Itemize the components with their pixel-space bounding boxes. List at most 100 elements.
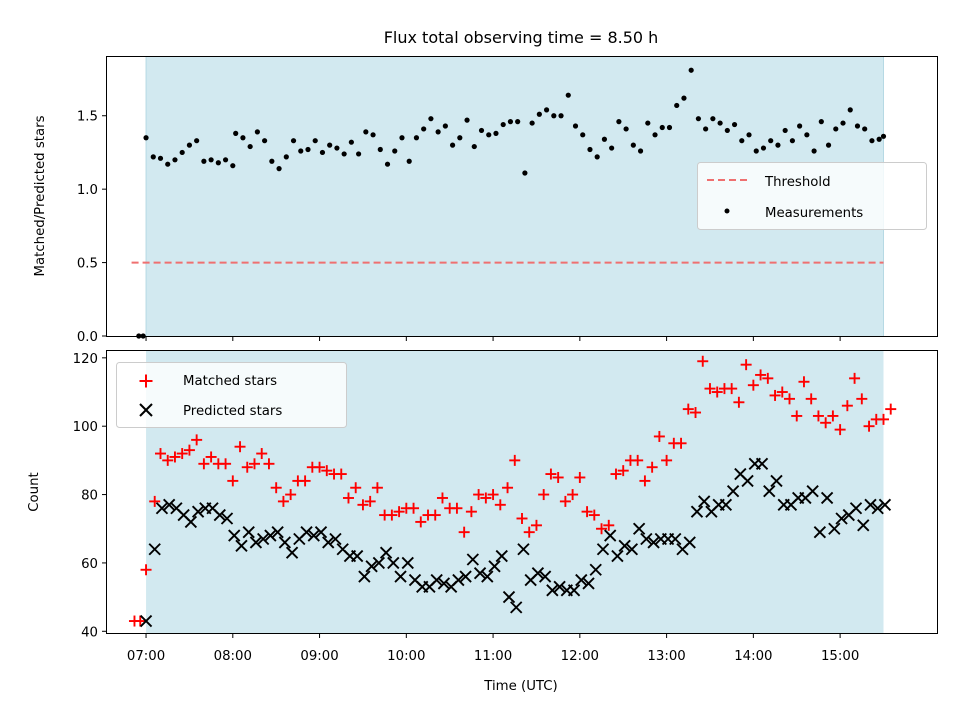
predicted-star-point	[531, 567, 545, 580]
measurement-point	[724, 127, 730, 134]
measurement-point	[601, 136, 608, 142]
predicted-star-point	[849, 502, 863, 515]
matched-star-point	[364, 495, 376, 507]
matched-star-point	[357, 499, 369, 511]
matched-star-point	[603, 519, 615, 531]
top-y-tick-label: 1.0	[77, 183, 98, 198]
bottom-panel: 40 60 80 100 120 07:00 08:00 09:00 10:00 11:00 12…	[27, 350, 938, 694]
measurement-point	[572, 123, 579, 129]
bottom-y-tick-label: 100	[73, 420, 98, 435]
measurement-point	[529, 120, 535, 126]
measurement-point	[356, 151, 362, 157]
matched-star-point	[762, 372, 774, 384]
chart-title: Flux total observing time = 8.50 h	[384, 28, 659, 47]
measurement-point	[435, 129, 441, 135]
predicted-star-point	[271, 525, 284, 539]
bottom-x-ticks: 07:00 08:00 09:00 10:00 11:00 12:00 13:00 14:00…	[127, 633, 859, 664]
measurement-point	[298, 148, 304, 154]
predicted-star-point	[770, 474, 783, 488]
measurement-point	[179, 149, 185, 156]
predicted-star-point	[690, 505, 704, 518]
measurement-point	[500, 121, 506, 128]
measurement-point	[695, 116, 702, 122]
predicted-star-point	[502, 590, 516, 604]
measurement-point	[558, 113, 564, 119]
matched-star-point	[386, 509, 398, 521]
predicted-star-point	[242, 525, 255, 539]
matched-star-point	[805, 393, 817, 405]
measurement-point	[230, 163, 236, 169]
predicted-star-point	[155, 502, 169, 515]
matched-star-point	[248, 458, 260, 470]
bottom-x-tick-label: 09:00	[300, 649, 338, 664]
predicted-star-point	[228, 529, 241, 542]
measurement-point	[551, 113, 557, 119]
predicted-star-point	[191, 505, 205, 518]
predicted-star-point	[307, 529, 320, 542]
measurement-point	[341, 151, 347, 157]
measurement-point	[305, 146, 311, 153]
predicted-star-point	[300, 525, 313, 539]
measurement-point	[240, 135, 246, 141]
measurement-point	[478, 127, 485, 134]
measurement-point	[522, 170, 528, 176]
measurement-point	[157, 155, 164, 161]
matched-star-point	[863, 420, 875, 432]
predicted-star-point	[329, 532, 342, 546]
measurement-point	[150, 154, 156, 160]
measurement-point	[464, 117, 470, 123]
bottom-x-tick-label: 08:00	[214, 649, 252, 664]
predicted-star-point	[148, 543, 161, 556]
matched-star-point	[494, 499, 506, 511]
predicted-star-point	[394, 570, 407, 583]
measurement-point	[290, 138, 297, 144]
matched-star-point	[321, 465, 333, 477]
matched-star-point	[885, 403, 897, 415]
matched-star-point	[415, 516, 427, 528]
matched-star-point	[552, 471, 564, 483]
matched-star-point	[776, 386, 788, 398]
measurement-point	[674, 102, 680, 109]
matched-star-point	[198, 458, 210, 470]
measurement-point	[565, 92, 571, 98]
measurement-point	[471, 143, 477, 150]
predicted-star-point	[683, 536, 696, 549]
predicted-star-point	[481, 570, 494, 583]
measurement-point	[222, 157, 229, 163]
bottom-x-tick-label: 13:00	[647, 649, 685, 664]
matched-star-point	[661, 454, 673, 466]
measurement-point	[247, 143, 253, 150]
bottom-y-tick-label: 120	[73, 352, 98, 367]
legend-measurements-swatch	[724, 208, 730, 214]
predicted-star-point	[220, 512, 234, 525]
bottom-x-tick-label: 12:00	[561, 649, 599, 664]
matched-star-point	[523, 526, 535, 538]
bottom-x-tick-label: 11:00	[474, 649, 512, 664]
matched-star-point	[205, 451, 217, 463]
predicted-star-point	[437, 577, 451, 590]
predicted-star-point	[719, 498, 733, 511]
matched-star-point	[820, 417, 832, 429]
predicted-star-point	[235, 539, 248, 553]
measurement-point	[609, 145, 615, 151]
top-axes-frame	[106, 56, 938, 337]
predicted-star-point	[864, 498, 877, 511]
predicted-star-point	[473, 567, 487, 580]
measurement-point	[710, 116, 716, 122]
predicted-star-point	[640, 532, 653, 546]
predicted-star-point	[553, 580, 566, 594]
top-y-axis-label: Matched/Predicted stars	[33, 115, 48, 276]
measurement-point	[442, 123, 448, 129]
measurement-point	[269, 158, 275, 164]
matched-star-point	[502, 482, 514, 494]
bottom-y-tick-label: 60	[81, 557, 98, 572]
matched-star-point	[277, 495, 289, 507]
measurement-point	[630, 142, 636, 148]
matched-star-point	[538, 489, 550, 501]
predicted-star-point	[466, 553, 480, 566]
measurement-point	[208, 157, 214, 163]
matched-star-point	[639, 475, 651, 487]
measurement-point	[428, 116, 434, 122]
predicted-star-point	[589, 563, 602, 576]
